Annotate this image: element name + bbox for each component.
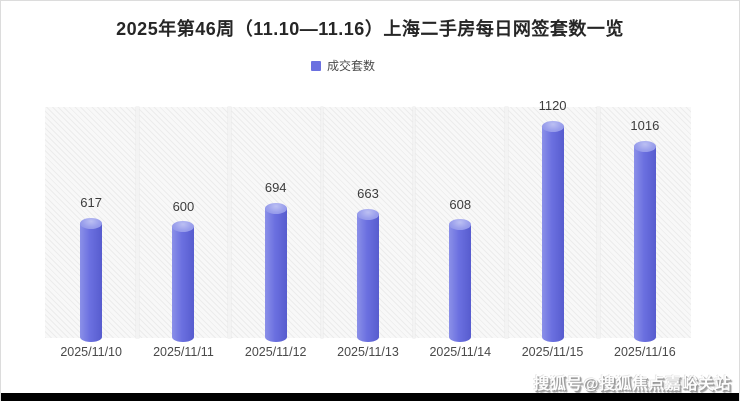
x-axis-label: 2025/11/12: [244, 345, 307, 359]
bar-2025/11/15[interactable]: [541, 126, 564, 342]
bar-cap-2025/11/15[interactable]: [541, 120, 564, 132]
x-axis-label: 2025/11/13: [337, 345, 399, 359]
bar-2025/11/13[interactable]: [357, 214, 379, 342]
bar-2025/11/16[interactable]: [633, 146, 656, 342]
bar-2025/11/11[interactable]: [172, 226, 195, 342]
bar-2025/11/12[interactable]: [264, 208, 287, 342]
x-axis-label: 2025/11/16: [614, 345, 676, 359]
bar-2025/11/10[interactable]: [80, 223, 103, 342]
x-axis-label: 2025/11/14: [429, 345, 492, 359]
legend-swatch-icon: [311, 60, 321, 71]
x-axis-label: 2025/11/10: [60, 345, 122, 359]
watermark: 搜狐号@搜狐焦点嘉峪关站: [533, 376, 731, 393]
value-label: 663: [357, 186, 379, 202]
bottom-black-bar: [1, 393, 739, 401]
bar-cap-2025/11/10[interactable]: [80, 217, 103, 229]
bar-cap-2025/11/16[interactable]: [633, 140, 656, 152]
value-label: 1016: [630, 118, 660, 134]
column-separator: [228, 107, 231, 338]
value-label: 1120: [538, 98, 567, 114]
value-label: 617: [80, 195, 102, 211]
legend-item[interactable]: 成交套数: [311, 57, 375, 74]
bar-cap-2025/11/13[interactable]: [357, 208, 379, 220]
value-label: 600: [172, 198, 195, 214]
bar-cap-2025/11/11[interactable]: [172, 221, 195, 232]
chart-title: 2025年第46周（11.10—11.16）上海二手房每日网签套数一览: [116, 19, 624, 39]
plot-area: 617 600 694 663 608 1120 1016: [45, 98, 691, 342]
x-axis-label: 2025/11/11: [153, 345, 214, 359]
column-separator: [597, 107, 600, 338]
bar-cap-2025/11/14[interactable]: [449, 219, 472, 231]
column-separator: [412, 107, 416, 338]
column-separator: [505, 107, 508, 338]
x-axis-label: 2025/11/15: [521, 345, 584, 359]
bar-2025/11/14[interactable]: [449, 224, 472, 342]
bar-cap-2025/11/12[interactable]: [264, 202, 287, 214]
value-label: 608: [449, 196, 472, 212]
value-label: 694: [264, 180, 287, 196]
column-separator: [320, 107, 324, 338]
legend-label: 成交套数: [327, 59, 376, 73]
column-separator: [136, 107, 139, 338]
